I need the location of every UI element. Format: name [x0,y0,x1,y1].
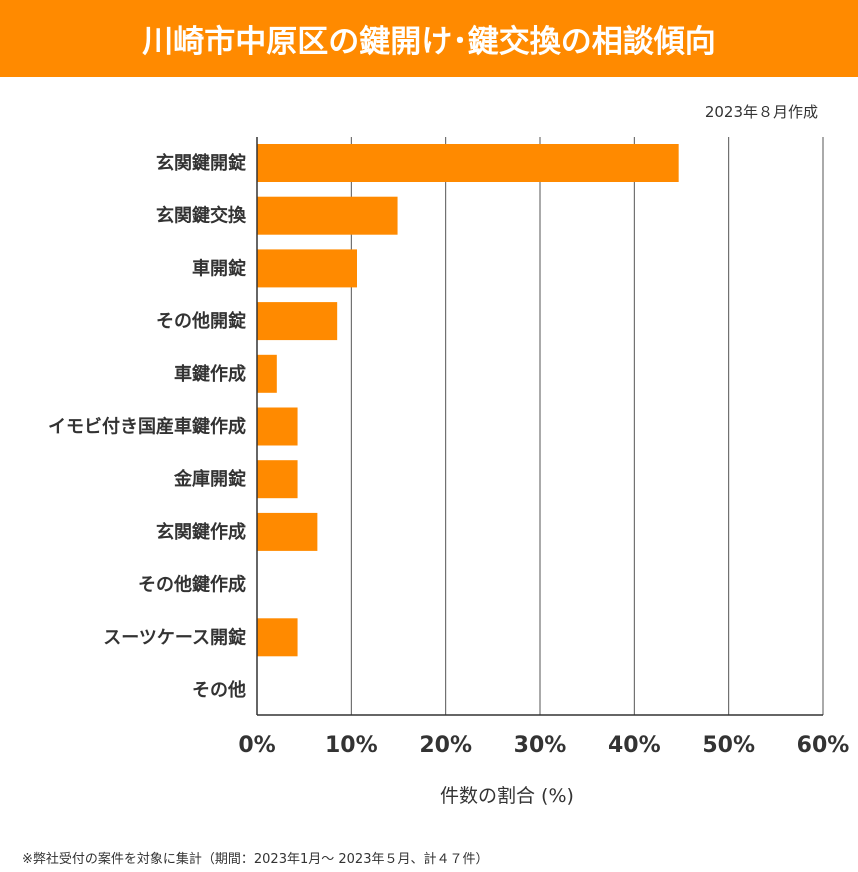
bar [257,512,318,551]
footnote: ※弊社受付の案件を対象に集計（期間：2023年1月～ 2023年５月、計４７件） [22,852,489,867]
bar [257,354,277,393]
x-axis-label: 件数の割合 (%) [440,785,574,807]
category-label: その他開錠 [156,310,246,332]
category-label: 車開錠 [192,257,246,279]
x-tick-label: 60% [797,733,850,758]
category-label: 金庫開錠 [173,468,246,490]
bar [257,407,298,446]
category-label: その他 [192,679,246,701]
x-tick-label: 40% [608,733,661,758]
category-label: イモビ付き国産車鍵作成 [48,416,246,438]
category-label: スーツケース開錠 [103,626,246,648]
bar [257,249,357,288]
x-tick-label: 10% [325,733,378,758]
category-label: 車鍵作成 [174,363,246,385]
x-tick-label: 50% [702,733,755,758]
x-tick-label: 20% [419,733,472,758]
category-label: 玄関鍵作成 [156,521,246,543]
bar [257,196,398,235]
category-label: 玄関鍵交換 [156,205,247,227]
category-label: 玄関鍵開錠 [156,152,246,174]
date-note: 2023年８月作成 [704,103,818,121]
bar [257,302,338,341]
category-label: その他鍵作成 [138,574,246,596]
x-tick-label: 0% [238,733,275,758]
chart-title: 川崎市中原区の鍵開け･鍵交換の相談傾向 [0,0,858,77]
x-tick-label: 30% [514,733,567,758]
bar [257,460,298,499]
bar [257,144,679,182]
bar [257,618,298,657]
